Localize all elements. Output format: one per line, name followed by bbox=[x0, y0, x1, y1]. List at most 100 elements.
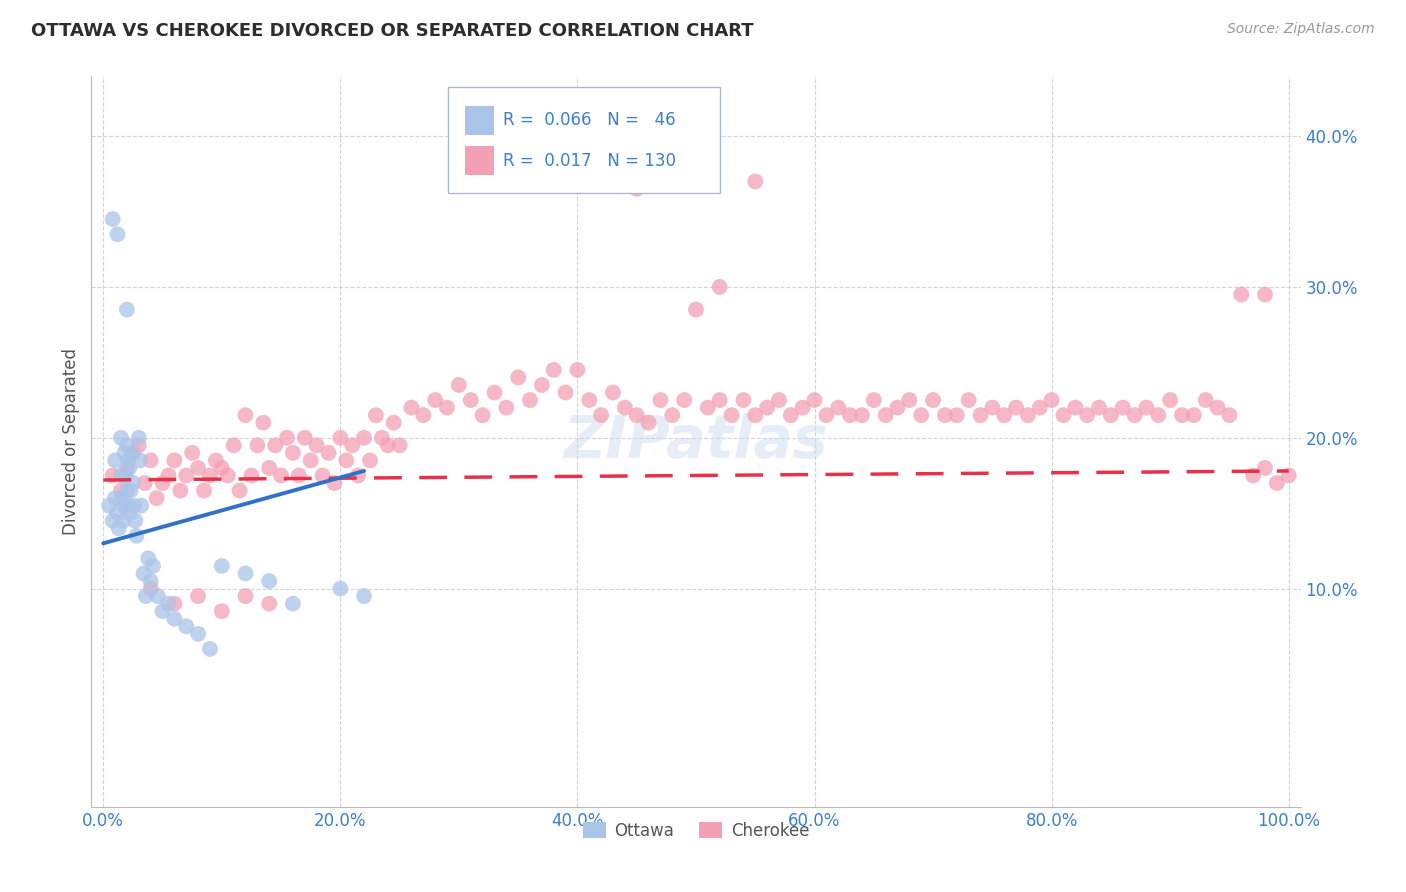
Point bbox=[152, 604, 174, 618]
Point bbox=[484, 385, 506, 400]
Point bbox=[1254, 287, 1277, 301]
Point bbox=[281, 597, 304, 611]
Point bbox=[945, 408, 967, 422]
Point bbox=[125, 529, 148, 543]
Point bbox=[1278, 468, 1301, 483]
Point bbox=[128, 431, 150, 445]
Point bbox=[110, 483, 132, 498]
Point bbox=[205, 453, 228, 467]
Point bbox=[136, 551, 159, 566]
Point bbox=[122, 475, 145, 490]
Point bbox=[1123, 408, 1146, 422]
Point bbox=[157, 468, 180, 483]
Point bbox=[329, 431, 352, 445]
Point bbox=[115, 302, 138, 317]
Point bbox=[187, 627, 209, 641]
Point bbox=[235, 408, 257, 422]
Point bbox=[1218, 408, 1240, 422]
Point bbox=[471, 408, 494, 422]
Point bbox=[252, 416, 274, 430]
Point bbox=[174, 468, 197, 483]
Point bbox=[115, 461, 138, 475]
Point bbox=[114, 468, 136, 483]
Point bbox=[839, 408, 862, 422]
Point bbox=[281, 446, 304, 460]
Point bbox=[779, 408, 801, 422]
Point bbox=[98, 499, 121, 513]
Point bbox=[733, 393, 755, 408]
Point bbox=[696, 401, 718, 415]
Point bbox=[104, 453, 127, 467]
Point bbox=[107, 227, 129, 242]
Point bbox=[898, 393, 921, 408]
Point bbox=[768, 393, 790, 408]
Point bbox=[359, 453, 381, 467]
Point bbox=[169, 483, 191, 498]
Point bbox=[922, 393, 945, 408]
Point bbox=[257, 574, 280, 588]
Point bbox=[530, 378, 553, 392]
Point bbox=[121, 446, 143, 460]
Point bbox=[115, 438, 138, 452]
Point bbox=[318, 446, 340, 460]
Point bbox=[111, 491, 134, 505]
Point bbox=[886, 401, 908, 415]
Point bbox=[122, 446, 145, 460]
Point bbox=[288, 468, 311, 483]
Point bbox=[146, 589, 169, 603]
Point bbox=[1171, 408, 1194, 422]
Point bbox=[257, 597, 280, 611]
Point bbox=[875, 408, 897, 422]
Point bbox=[311, 468, 333, 483]
Point bbox=[650, 393, 672, 408]
Point bbox=[264, 438, 287, 452]
Point bbox=[1135, 401, 1157, 415]
Point bbox=[163, 453, 186, 467]
Point bbox=[139, 582, 162, 596]
Point bbox=[152, 475, 174, 490]
Point bbox=[756, 401, 779, 415]
Point bbox=[114, 499, 136, 513]
Text: ZIPatlas: ZIPatlas bbox=[564, 413, 828, 470]
Point bbox=[128, 438, 150, 452]
Point bbox=[567, 363, 589, 377]
Point bbox=[626, 182, 648, 196]
Point bbox=[104, 491, 127, 505]
Point bbox=[460, 393, 482, 408]
Point bbox=[135, 589, 157, 603]
Y-axis label: Divorced or Separated: Divorced or Separated bbox=[62, 348, 80, 535]
Point bbox=[235, 589, 257, 603]
Point bbox=[709, 280, 731, 294]
Point bbox=[613, 401, 636, 415]
Point bbox=[139, 453, 162, 467]
Point bbox=[134, 475, 156, 490]
Point bbox=[101, 468, 124, 483]
Point bbox=[1147, 408, 1170, 422]
Point bbox=[744, 174, 766, 188]
Point bbox=[969, 408, 991, 422]
Point bbox=[436, 401, 458, 415]
Point bbox=[626, 408, 648, 422]
Point bbox=[157, 597, 180, 611]
Point bbox=[353, 431, 375, 445]
Point bbox=[1029, 401, 1052, 415]
Point bbox=[340, 438, 363, 452]
Point bbox=[709, 393, 731, 408]
Point bbox=[1206, 401, 1229, 415]
Legend: Ottawa, Cherokee: Ottawa, Cherokee bbox=[576, 815, 815, 847]
Point bbox=[578, 393, 600, 408]
Point bbox=[377, 438, 399, 452]
Point bbox=[851, 408, 873, 422]
FancyBboxPatch shape bbox=[465, 146, 494, 176]
Point bbox=[101, 514, 124, 528]
Point bbox=[198, 641, 221, 656]
Point bbox=[1076, 408, 1098, 422]
Point bbox=[139, 574, 162, 588]
Point bbox=[661, 408, 683, 422]
Point bbox=[957, 393, 980, 408]
Point bbox=[353, 589, 375, 603]
Point bbox=[187, 461, 209, 475]
Point bbox=[198, 468, 221, 483]
Point bbox=[382, 416, 405, 430]
Point bbox=[371, 431, 394, 445]
